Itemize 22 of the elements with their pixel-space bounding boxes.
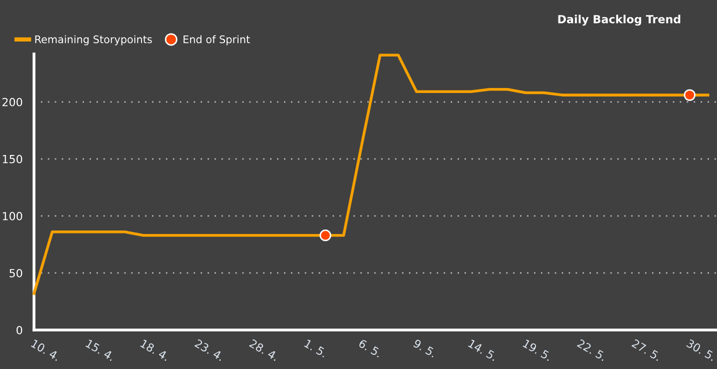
- y-tick-label: 200: [2, 98, 22, 106]
- x-tick-label: 18. 4.: [140, 339, 170, 362]
- x-tick-label: 27. 5.: [631, 338, 662, 362]
- legend-label: Remaining Storypoints: [35, 35, 152, 46]
- x-tick-label: 23. 4.: [194, 338, 224, 362]
- legend-label: End of Sprint: [184, 35, 250, 46]
- x-tick-label: 9. 5.: [412, 338, 437, 358]
- x-tick-label: 14. 5.: [468, 339, 498, 362]
- x-tick-label: 30. 5.: [686, 338, 716, 362]
- y-tick-label: 50: [10, 268, 22, 278]
- x-tick-label: 19. 5.: [522, 339, 552, 362]
- line-series: [32, 54, 710, 295]
- x-tick-label: 28. 4.: [248, 338, 279, 362]
- x-tick-label: 22. 5.: [576, 338, 607, 362]
- x-tick-label: 6. 5.: [358, 338, 382, 358]
- x-tick-label: 10. 4.: [30, 339, 60, 362]
- y-tick-label: 0: [16, 326, 22, 334]
- y-tick-label: 100: [2, 212, 22, 220]
- x-tick-label: 15. 4.: [85, 339, 115, 362]
- x-tick-label: 1. 5.: [304, 339, 328, 358]
- chart-title: Daily Backlog Trend: [558, 14, 680, 26]
- y-tick-label: 150: [2, 154, 22, 164]
